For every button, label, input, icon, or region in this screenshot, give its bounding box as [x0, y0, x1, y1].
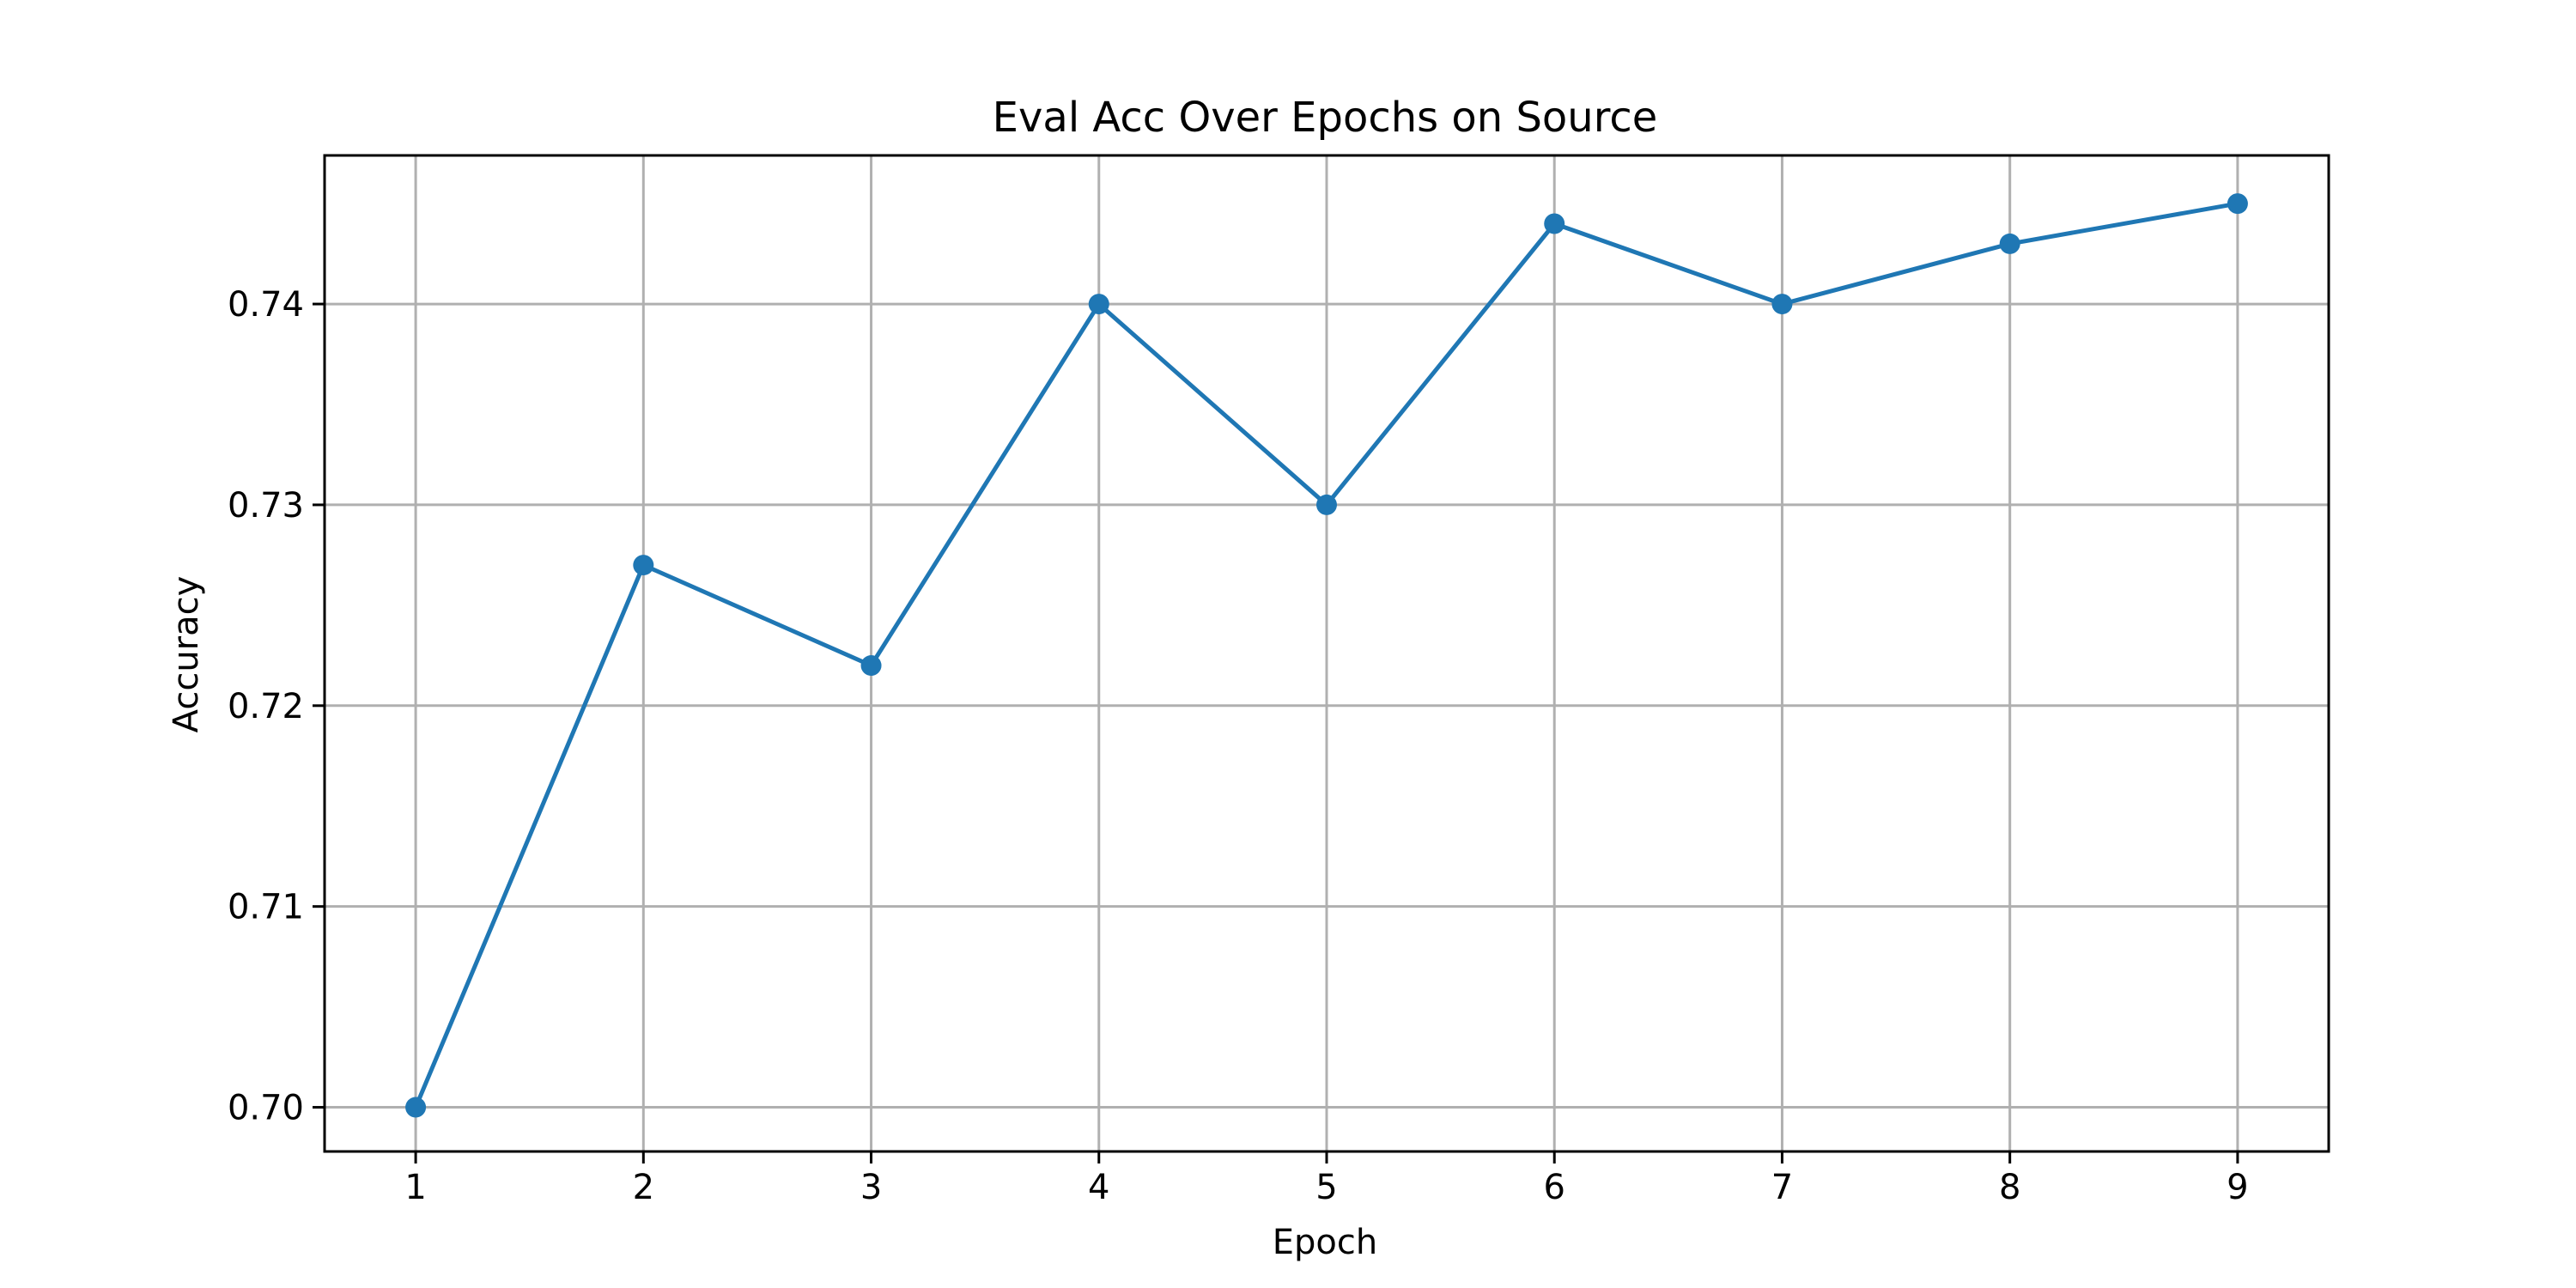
x-tick-label: 6: [1544, 1168, 1565, 1207]
x-tick-label: 1: [404, 1168, 426, 1207]
y-tick-label: 0.72: [228, 687, 304, 726]
x-tick-label: 8: [1999, 1168, 2020, 1207]
x-tick-label: 4: [1088, 1168, 1109, 1207]
data-point: [2227, 193, 2248, 215]
x-tick-label: 7: [1771, 1168, 1793, 1207]
tick-layer: 1 2 3 4 5 6 7 8 9 0.70 0.71 0.72 0.73 0.74: [228, 285, 2249, 1207]
y-tick-label: 0.73: [228, 486, 304, 526]
data-point: [1771, 294, 1793, 315]
chart-title: Eval Acc Over Epochs on Source: [993, 94, 1658, 142]
x-tick-label: 2: [633, 1168, 654, 1207]
data-point: [1316, 494, 1337, 515]
y-tick-label: 0.74: [228, 285, 304, 325]
data-point: [405, 1097, 427, 1118]
y-axis-label: Accuracy: [167, 576, 206, 733]
y-tick-label: 0.70: [228, 1089, 304, 1128]
data-point: [1999, 233, 2020, 254]
x-tick-label: 5: [1315, 1168, 1337, 1207]
x-tick-label: 9: [2227, 1168, 2248, 1207]
data-point: [1544, 213, 1565, 234]
x-axis-label: Epoch: [1273, 1223, 1377, 1262]
data-point: [860, 655, 882, 677]
x-tick-label: 3: [860, 1168, 882, 1207]
y-tick-label: 0.71: [228, 888, 304, 927]
series-layer: [405, 193, 2248, 1118]
data-point: [1088, 294, 1109, 315]
data-point: [633, 555, 654, 576]
